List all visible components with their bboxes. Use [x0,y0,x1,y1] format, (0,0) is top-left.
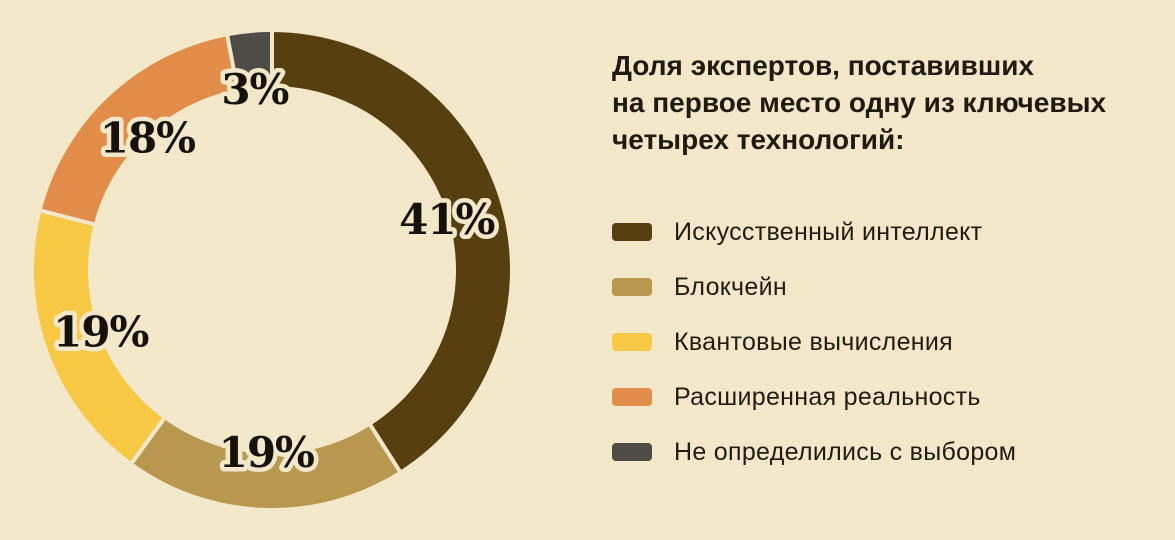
legend-label: Не определились с выбором [674,437,1017,466]
slice-separator [224,32,241,93]
legend: Искусственный интеллект Блокчейн Квантов… [612,205,1157,480]
donut-slice [227,32,272,90]
donut-slice [272,32,511,471]
slice-separator [367,421,403,475]
legend-swatch-ai [612,223,652,242]
chart-title-line: четырех технологий: [612,123,905,155]
donut-slice [132,418,400,509]
slice-percent-label: 18% [100,113,195,162]
legend-swatch-quantum [612,333,652,352]
donut-slice [41,36,238,225]
slice-separator [128,415,168,467]
chart-title-line: Доля экспертов, поставивших [612,50,1034,81]
slice-percent-label: 41% [399,195,494,244]
legend-label: Квантовые вычисления [674,327,953,356]
slice-percent-label: 3% [221,65,288,114]
donut-slice [34,210,164,463]
legend-item: Блокчейн [612,260,1157,315]
info-panel: Доля экспертов, поставивших на первое ме… [612,48,1157,480]
chart-title-line: на первое место одну из ключевых [612,86,1107,118]
legend-label: Расширенная реальность [674,382,981,411]
legend-item: Расширенная реальность [612,370,1157,425]
legend-label: Блокчейн [674,272,787,301]
legend-swatch-undecided [612,443,652,462]
legend-swatch-xr [612,388,652,407]
slice-percent-label: 19% [219,428,314,477]
legend-item: Искусственный интеллект [612,205,1157,260]
legend-swatch-blockchain [612,278,652,297]
slice-percent-label: 19% [53,308,148,357]
legend-item: Квантовые вычисления [612,315,1157,370]
slice-separator [38,208,98,227]
donut-chart-svg: 41% 19% 19% 18% 3% [34,30,511,509]
legend-item: Не определились с выбором [612,425,1157,480]
donut-chart: 41% 19% 19% 18% 3% [32,30,512,510]
legend-label: Искусственный интеллект [674,217,983,246]
chart-title: Доля экспертов, поставивших на первое ме… [612,48,1157,159]
